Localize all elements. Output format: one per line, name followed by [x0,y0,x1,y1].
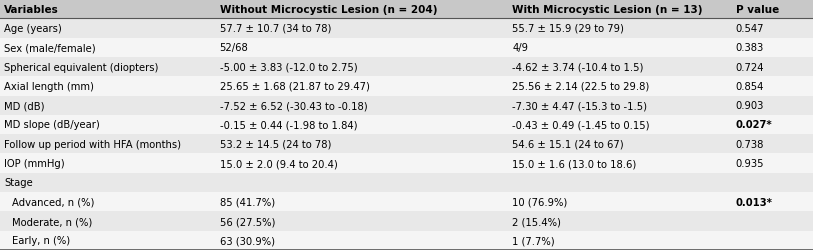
Text: MD (dB): MD (dB) [4,101,45,111]
Bar [0,116,215,134]
Bar [0,173,215,192]
Text: 52/68: 52/68 [220,43,248,53]
Text: 15.0 ± 2.0 (9.4 to 20.4): 15.0 ± 2.0 (9.4 to 20.4) [220,158,337,168]
Text: 0.027*: 0.027* [736,120,772,130]
Text: 0.738: 0.738 [736,139,764,149]
Text: -4.62 ± 3.74 (-10.4 to 1.5): -4.62 ± 3.74 (-10.4 to 1.5) [512,62,644,72]
Bar [0,38,215,58]
Text: Spherical equivalent (diopters): Spherical equivalent (diopters) [4,62,159,72]
Bar [508,77,732,96]
Bar [508,116,732,134]
Text: 0.013*: 0.013* [736,197,773,207]
Bar [215,58,508,77]
Bar [0,192,215,212]
Bar [732,212,813,231]
Bar [215,96,508,116]
Bar [732,192,813,212]
Text: -7.30 ± 4.47 (-15.3 to -1.5): -7.30 ± 4.47 (-15.3 to -1.5) [512,101,647,111]
Text: -0.15 ± 0.44 (-1.98 to 1.84): -0.15 ± 0.44 (-1.98 to 1.84) [220,120,357,130]
Text: 25.56 ± 2.14 (22.5 to 29.8): 25.56 ± 2.14 (22.5 to 29.8) [512,82,650,92]
Text: 54.6 ± 15.1 (24 to 67): 54.6 ± 15.1 (24 to 67) [512,139,624,149]
Bar [732,173,813,192]
Text: 55.7 ± 15.9 (29 to 79): 55.7 ± 15.9 (29 to 79) [512,24,624,34]
Bar [0,134,215,154]
Bar [508,154,732,173]
Text: 1 (7.7%): 1 (7.7%) [512,236,554,245]
Text: 4/9: 4/9 [512,43,528,53]
Bar [508,173,732,192]
Text: Stage: Stage [4,178,33,188]
Text: Age (years): Age (years) [4,24,62,34]
Bar [508,212,732,231]
Text: 25.65 ± 1.68 (21.87 to 29.47): 25.65 ± 1.68 (21.87 to 29.47) [220,82,369,92]
Text: 0.383: 0.383 [736,43,764,53]
Text: 85 (41.7%): 85 (41.7%) [220,197,275,207]
Bar [215,134,508,154]
Text: 57.7 ± 10.7 (34 to 78): 57.7 ± 10.7 (34 to 78) [220,24,331,34]
Bar [0,212,215,231]
Text: 15.0 ± 1.6 (13.0 to 18.6): 15.0 ± 1.6 (13.0 to 18.6) [512,158,637,168]
Bar [0,77,215,96]
Text: 56 (27.5%): 56 (27.5%) [220,216,275,226]
Text: 63 (30.9%): 63 (30.9%) [220,236,275,245]
Text: -7.52 ± 6.52 (-30.43 to -0.18): -7.52 ± 6.52 (-30.43 to -0.18) [220,101,367,111]
Text: 10 (76.9%): 10 (76.9%) [512,197,567,207]
Bar [508,58,732,77]
Bar [732,58,813,77]
Bar [732,154,813,173]
Bar [508,134,732,154]
Text: Sex (male/female): Sex (male/female) [4,43,96,53]
Text: -0.43 ± 0.49 (-1.45 to 0.15): -0.43 ± 0.49 (-1.45 to 0.15) [512,120,650,130]
Text: Follow up period with HFA (months): Follow up period with HFA (months) [4,139,181,149]
Text: 2 (15.4%): 2 (15.4%) [512,216,561,226]
Bar [215,192,508,212]
Text: Without Microcystic Lesion (n = 204): Without Microcystic Lesion (n = 204) [220,5,437,15]
Bar [215,19,508,38]
Bar [0,58,215,77]
Text: Early, n (%): Early, n (%) [12,236,70,245]
Bar [508,19,732,38]
Text: 0.903: 0.903 [736,101,764,111]
Bar [215,0,508,19]
Text: Advanced, n (%): Advanced, n (%) [12,197,94,207]
Bar [732,77,813,96]
Bar [0,19,215,38]
Bar [0,154,215,173]
Bar [508,0,732,19]
Bar [508,38,732,58]
Text: IOP (mmHg): IOP (mmHg) [4,158,65,168]
Bar [732,96,813,116]
Text: P value: P value [736,5,779,15]
Bar [508,192,732,212]
Bar [732,19,813,38]
Text: 0.935: 0.935 [736,158,764,168]
Text: Variables: Variables [4,5,59,15]
Text: 0.854: 0.854 [736,82,764,92]
Text: -5.00 ± 3.83 (-12.0 to 2.75): -5.00 ± 3.83 (-12.0 to 2.75) [220,62,357,72]
Text: 0.547: 0.547 [736,24,764,34]
Text: Axial length (mm): Axial length (mm) [4,82,94,92]
Bar [215,231,508,250]
Bar [732,116,813,134]
Bar [508,231,732,250]
Bar [732,0,813,19]
Bar [732,134,813,154]
Bar [215,116,508,134]
Text: With Microcystic Lesion (n = 13): With Microcystic Lesion (n = 13) [512,5,702,15]
Bar [215,38,508,58]
Bar [215,173,508,192]
Text: MD slope (dB/year): MD slope (dB/year) [4,120,100,130]
Bar [732,38,813,58]
Text: Moderate, n (%): Moderate, n (%) [12,216,93,226]
Bar [215,77,508,96]
Text: 0.724: 0.724 [736,62,764,72]
Text: 53.2 ± 14.5 (24 to 78): 53.2 ± 14.5 (24 to 78) [220,139,331,149]
Bar [732,231,813,250]
Bar [0,0,215,19]
Bar [0,231,215,250]
Bar [0,96,215,116]
Bar [215,154,508,173]
Bar [215,212,508,231]
Bar [508,96,732,116]
